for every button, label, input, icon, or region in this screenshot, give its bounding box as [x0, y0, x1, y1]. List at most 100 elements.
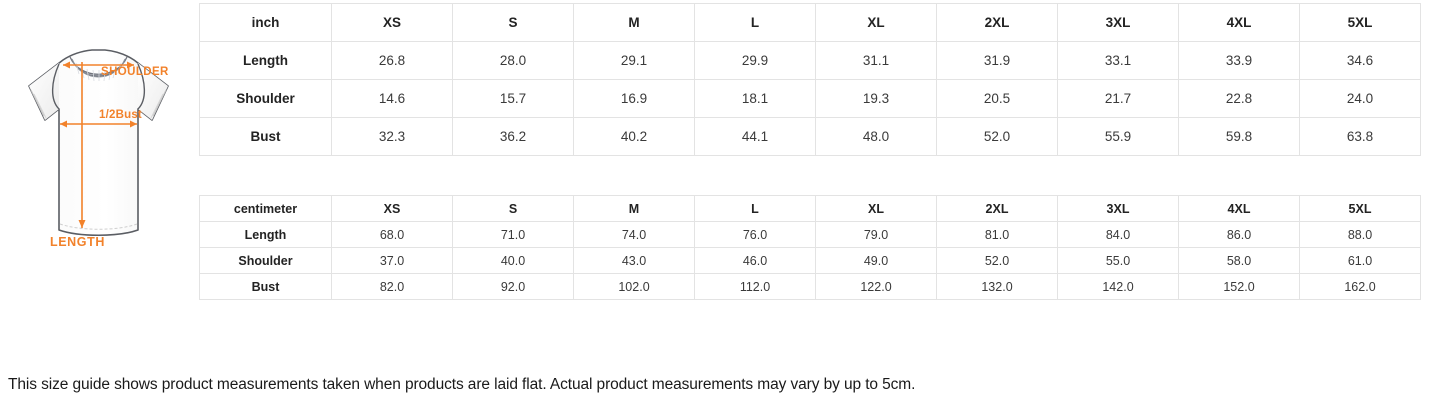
measurement-guides — [60, 61, 137, 228]
cell-length-2xl: 31.9 — [936, 41, 1058, 80]
cell-length-5xl: 88.0 — [1299, 221, 1421, 248]
size-header-s: S — [452, 3, 574, 42]
cell-shoulder-4xl: 22.8 — [1178, 79, 1300, 118]
cell-bust-xs: 82.0 — [331, 273, 453, 300]
cell-length-xs: 68.0 — [331, 221, 453, 248]
cell-bust-s: 92.0 — [452, 273, 574, 300]
row-label-length: Length — [199, 41, 332, 80]
table-header-row: inch XS S M L XL 2XL 3XL 4XL 5XL — [199, 3, 1421, 42]
table-row: Length 68.0 71.0 74.0 76.0 79.0 81.0 84.… — [199, 221, 1421, 248]
size-header-xl: XL — [815, 3, 937, 42]
cell-shoulder-3xl: 55.0 — [1057, 247, 1179, 274]
shirt-illustration: SHOULDER 1/2Bust LENGTH — [28, 49, 169, 249]
cell-length-l: 29.9 — [694, 41, 816, 80]
cell-bust-3xl: 55.9 — [1057, 117, 1179, 156]
cell-shoulder-m: 16.9 — [573, 79, 695, 118]
cell-length-4xl: 33.9 — [1178, 41, 1300, 80]
unit-header-inch: inch — [199, 3, 332, 42]
table-row: Length 26.8 28.0 29.1 29.9 31.1 31.9 33.… — [199, 41, 1421, 80]
size-header-m: M — [573, 195, 695, 222]
shirt-left-sleeve — [29, 63, 60, 120]
cell-length-4xl: 86.0 — [1178, 221, 1300, 248]
size-header-2xl: 2XL — [936, 3, 1058, 42]
cell-length-xl: 31.1 — [815, 41, 937, 80]
half-bust-label: 1/2Bust — [99, 109, 142, 121]
cell-length-xs: 26.8 — [331, 41, 453, 80]
cell-shoulder-l: 18.1 — [694, 79, 816, 118]
row-label-bust: Bust — [199, 117, 332, 156]
cell-bust-l: 44.1 — [694, 117, 816, 156]
centimeter-size-table: centimeter XS S M L XL 2XL 3XL 4XL 5XL L… — [199, 195, 1421, 300]
cell-shoulder-xl: 49.0 — [815, 247, 937, 274]
size-header-m: M — [573, 3, 695, 42]
cell-bust-2xl: 52.0 — [936, 117, 1058, 156]
inch-size-table: inch XS S M L XL 2XL 3XL 4XL 5XL Length … — [199, 3, 1421, 156]
cell-length-m: 74.0 — [573, 221, 695, 248]
cell-bust-xl: 48.0 — [815, 117, 937, 156]
size-header-4xl: 4XL — [1178, 3, 1300, 42]
cell-bust-5xl: 63.8 — [1299, 117, 1421, 156]
cell-shoulder-3xl: 21.7 — [1057, 79, 1179, 118]
cell-length-l: 76.0 — [694, 221, 816, 248]
cell-shoulder-xl: 19.3 — [815, 79, 937, 118]
cell-bust-2xl: 132.0 — [936, 273, 1058, 300]
cell-shoulder-2xl: 20.5 — [936, 79, 1058, 118]
size-guide-disclaimer: This size guide shows product measuremen… — [8, 376, 916, 393]
cell-shoulder-2xl: 52.0 — [936, 247, 1058, 274]
shirt-hem — [59, 223, 138, 230]
size-header-xl: XL — [815, 195, 937, 222]
cell-shoulder-l: 46.0 — [694, 247, 816, 274]
shirt-right-sleeve — [137, 63, 168, 120]
size-header-xs: XS — [331, 195, 453, 222]
cell-bust-xl: 122.0 — [815, 273, 937, 300]
cell-bust-s: 36.2 — [452, 117, 574, 156]
cell-length-xl: 79.0 — [815, 221, 937, 248]
size-header-2xl: 2XL — [936, 195, 1058, 222]
cell-bust-4xl: 152.0 — [1178, 273, 1300, 300]
cell-length-5xl: 34.6 — [1299, 41, 1421, 80]
cell-shoulder-m: 43.0 — [573, 247, 695, 274]
cell-shoulder-5xl: 61.0 — [1299, 247, 1421, 274]
cell-shoulder-5xl: 24.0 — [1299, 79, 1421, 118]
table-row: Shoulder 37.0 40.0 43.0 46.0 49.0 52.0 5… — [199, 247, 1421, 274]
size-header-3xl: 3XL — [1057, 3, 1179, 42]
length-label: LENGTH — [50, 235, 105, 249]
size-header-4xl: 4XL — [1178, 195, 1300, 222]
tables-spacer — [199, 156, 1421, 195]
cell-length-3xl: 84.0 — [1057, 221, 1179, 248]
size-header-3xl: 3XL — [1057, 195, 1179, 222]
size-header-l: L — [694, 3, 816, 42]
unit-header-centimeter: centimeter — [199, 195, 332, 222]
t-shirt-measurement-diagram: SHOULDER 1/2Bust LENGTH — [0, 38, 197, 268]
cell-bust-l: 112.0 — [694, 273, 816, 300]
size-header-5xl: 5XL — [1299, 195, 1421, 222]
cell-bust-m: 102.0 — [573, 273, 695, 300]
shoulder-label: SHOULDER — [101, 66, 169, 78]
cell-bust-xs: 32.3 — [331, 117, 453, 156]
cell-shoulder-xs: 14.6 — [331, 79, 453, 118]
table-header-row: centimeter XS S M L XL 2XL 3XL 4XL 5XL — [199, 195, 1421, 222]
row-label-bust: Bust — [199, 273, 332, 300]
size-header-s: S — [452, 195, 574, 222]
size-header-xs: XS — [331, 3, 453, 42]
size-header-5xl: 5XL — [1299, 3, 1421, 42]
cell-shoulder-xs: 37.0 — [331, 247, 453, 274]
table-row: Bust 82.0 92.0 102.0 112.0 122.0 132.0 1… — [199, 273, 1421, 300]
cell-length-3xl: 33.1 — [1057, 41, 1179, 80]
cell-shoulder-s: 40.0 — [452, 247, 574, 274]
table-row: Bust 32.3 36.2 40.2 44.1 48.0 52.0 55.9 … — [199, 117, 1421, 156]
cell-length-s: 71.0 — [452, 221, 574, 248]
cell-shoulder-s: 15.7 — [452, 79, 574, 118]
cell-bust-m: 40.2 — [573, 117, 695, 156]
row-label-length: Length — [199, 221, 332, 248]
size-header-l: L — [694, 195, 816, 222]
cell-shoulder-4xl: 58.0 — [1178, 247, 1300, 274]
cell-bust-5xl: 162.0 — [1299, 273, 1421, 300]
shirt-body-shape — [28, 49, 169, 237]
row-label-shoulder: Shoulder — [199, 247, 332, 274]
row-label-shoulder: Shoulder — [199, 79, 332, 118]
cell-length-2xl: 81.0 — [936, 221, 1058, 248]
cell-length-s: 28.0 — [452, 41, 574, 80]
cell-length-m: 29.1 — [573, 41, 695, 80]
